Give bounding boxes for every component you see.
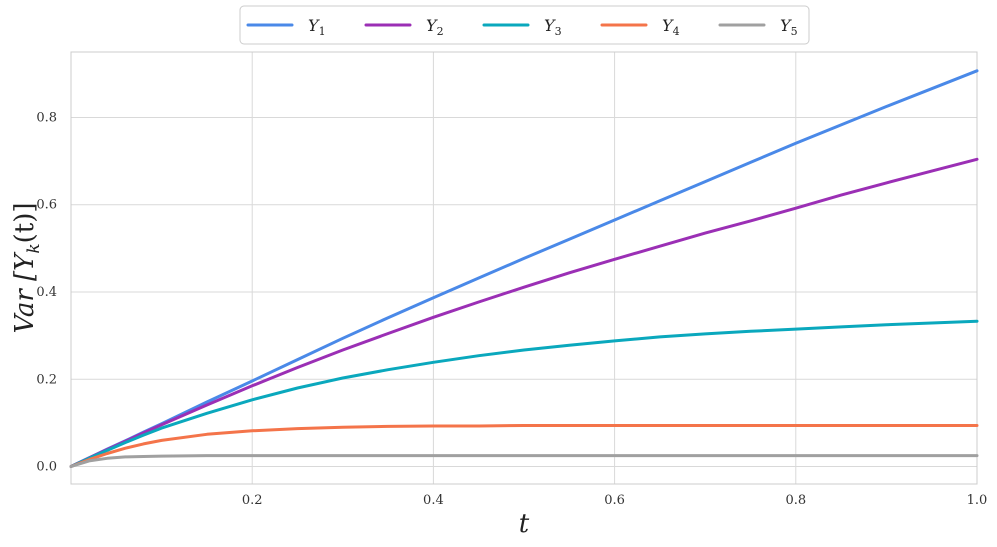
legend-label-variable: Y: [544, 16, 556, 35]
y-axis-title-subscript: k: [24, 243, 44, 253]
x-axis-title: t: [519, 509, 530, 539]
x-tick-label: 0.2: [242, 493, 263, 508]
series-line-y2: [69, 157, 979, 468]
legend-label-variable: Y: [426, 16, 438, 35]
series-line-y1: [69, 69, 979, 468]
legend-label-subscript: 4: [673, 25, 680, 38]
legend-label-y1: Y1: [308, 16, 326, 38]
y-axis-title-variable: Y: [10, 251, 40, 271]
legend-label-y5: Y5: [780, 16, 798, 38]
legend-label-subscript: 3: [555, 25, 562, 38]
y-tick-label: 0.0: [36, 460, 57, 475]
legend-label-y3: Y3: [544, 16, 562, 38]
y-tick-label: 0.6: [36, 198, 57, 213]
y-tick-label: 0.2: [36, 372, 57, 387]
y-axis-title-suffix: (t)]: [10, 202, 40, 243]
x-tick-label: 0.4: [423, 493, 444, 508]
legend-label-subscript: 5: [791, 25, 798, 38]
x-tick-label: 0.8: [785, 493, 806, 508]
series-line-y5: [69, 454, 979, 468]
tick-labels: 0.2 0.4 0.6 0.8 1.0 0.0 0.2 0.4 0.6 0.8: [36, 110, 987, 508]
legend-label-y4: Y4: [662, 16, 680, 38]
y-tick-label: 0.8: [36, 110, 57, 125]
grid: [71, 52, 978, 484]
legend-label-variable: Y: [308, 16, 320, 35]
series-line-y4: [69, 424, 979, 468]
y-tick-label: 0.4: [36, 285, 57, 300]
y-axis-title-prefix: Var [: [10, 270, 40, 334]
plot-frame: [70, 51, 978, 485]
legend-label-subscript: 2: [437, 25, 444, 38]
legend-label-variable: Y: [662, 16, 674, 35]
x-tick-label: 1.0: [967, 493, 988, 508]
legend-label-subscript: 1: [319, 25, 326, 38]
y-axis-title: Var [Yk(t)]: [10, 202, 44, 333]
series-group: [69, 69, 979, 468]
legend: Y1 Y2 Y3 Y4 Y5: [239, 5, 810, 45]
legend-label-variable: Y: [780, 16, 792, 35]
legend-label-y2: Y2: [426, 16, 444, 38]
x-tick-label: 0.6: [604, 493, 625, 508]
series-line-y3: [69, 319, 979, 468]
